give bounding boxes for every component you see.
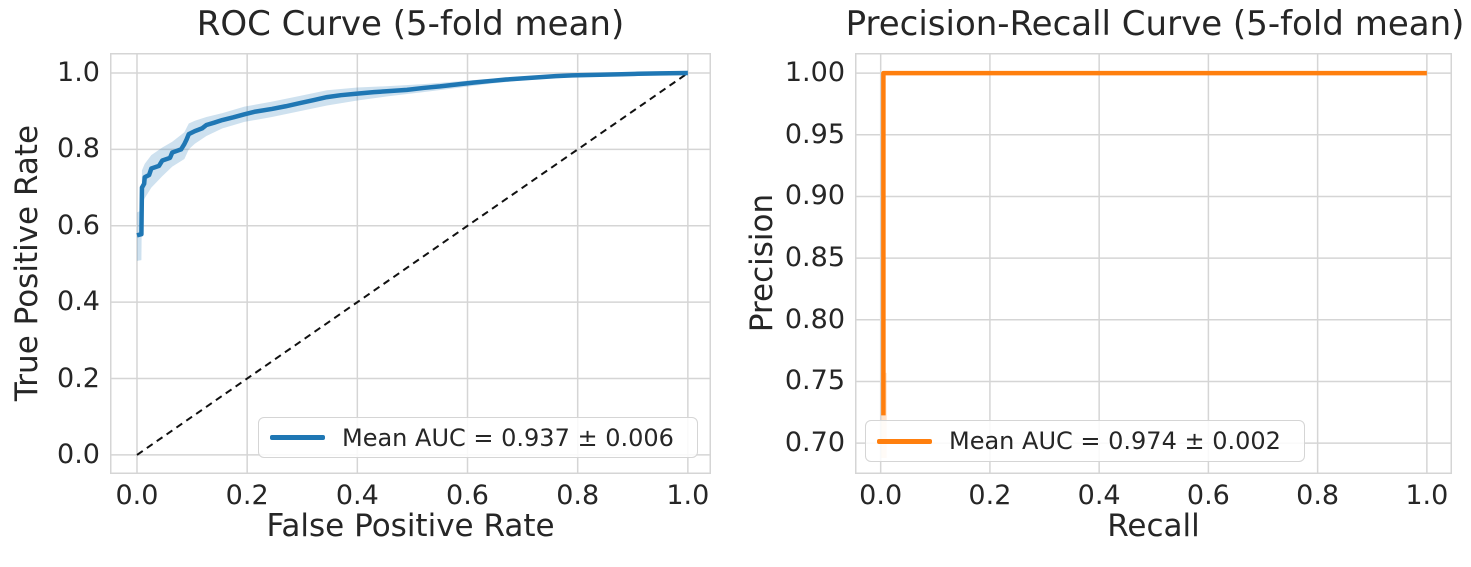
pr-legend: Mean AUC = 0.974 ± 0.002 xyxy=(865,420,1305,462)
y-tick-label: 0.70 xyxy=(784,427,845,459)
x-tick-label: 0.2 xyxy=(225,480,269,511)
y-tick-label: 1.00 xyxy=(784,56,845,88)
pr-plot-area xyxy=(855,53,1452,474)
roc-chart-title: ROC Curve (5-fold mean) xyxy=(196,4,625,44)
mean-curve xyxy=(881,70,1427,416)
y-tick-label: 0.4 xyxy=(57,286,100,318)
x-tick-label: 0.6 xyxy=(1186,480,1230,511)
roc-legend-line-sample xyxy=(270,435,325,440)
x-tick-label: 0.8 xyxy=(1296,480,1340,511)
y-tick-label: 0.80 xyxy=(784,303,845,335)
y-tick-label: 0.75 xyxy=(784,365,845,397)
plot-canvas xyxy=(855,53,1452,474)
plot-border xyxy=(855,53,1452,474)
roc-plot-area xyxy=(110,53,711,474)
x-tick-label: 0.4 xyxy=(335,480,379,511)
y-tick-label: 1.0 xyxy=(57,56,100,88)
pr-legend-label: Mean AUC = 0.974 ± 0.002 xyxy=(949,427,1281,455)
pr-chart-title: Precision-Recall Curve (5-fold mean) xyxy=(845,4,1465,44)
mean-curve xyxy=(136,70,688,238)
x-tick-label: 0.8 xyxy=(556,480,600,511)
plot-canvas xyxy=(110,53,711,474)
chance-diagonal-line xyxy=(136,72,689,456)
plot-border xyxy=(110,53,711,474)
roc-legend: Mean AUC = 0.937 ± 0.006 xyxy=(258,417,698,458)
x-tick-label: 0.2 xyxy=(968,480,1012,511)
y-tick-label: 0.8 xyxy=(57,133,100,165)
y-tick-label: 0.0 xyxy=(57,438,100,470)
y-tick-label: 0.2 xyxy=(57,362,100,394)
y-tick-label: 0.95 xyxy=(784,118,845,150)
y-tick-label: 0.6 xyxy=(57,209,100,241)
x-tick-label: 1.0 xyxy=(666,480,710,511)
x-tick-label: 1.0 xyxy=(1405,480,1449,511)
y-tick-label: 0.85 xyxy=(784,242,845,274)
roc-legend-label: Mean AUC = 0.937 ± 0.006 xyxy=(342,423,674,452)
pr-legend-line-sample xyxy=(877,438,932,444)
roc-x-axis-label: False Positive Rate xyxy=(266,508,555,544)
pr-x-axis-label: Recall xyxy=(1107,508,1200,544)
y-tick-label: 0.90 xyxy=(784,180,845,212)
x-tick-label: 0.6 xyxy=(446,480,489,511)
x-tick-label: 0.0 xyxy=(859,480,903,511)
x-tick-label: 0.4 xyxy=(1077,480,1121,511)
x-tick-label: 0.0 xyxy=(115,480,159,511)
